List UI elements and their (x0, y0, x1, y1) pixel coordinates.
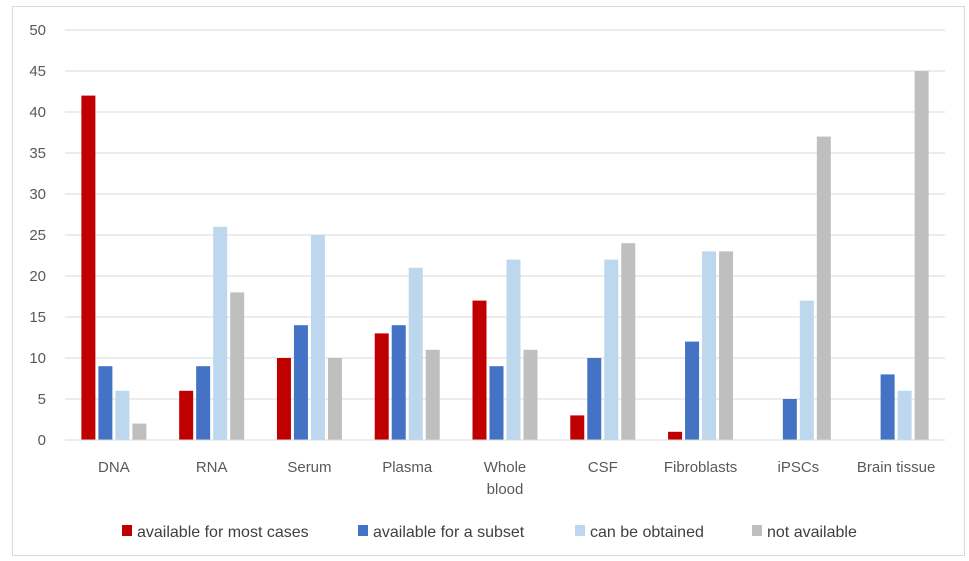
bar (570, 415, 585, 440)
x-category-label: Serum (287, 459, 331, 476)
y-tick-label: 25 (29, 227, 46, 244)
legend-swatch (358, 525, 368, 536)
y-tick-label: 40 (29, 104, 46, 121)
bar (230, 292, 245, 440)
bar (132, 423, 147, 440)
bars (81, 71, 929, 440)
legend[interactable]: available for most cases available for a … (122, 524, 857, 541)
bar (719, 251, 734, 440)
legend-label: not available (767, 524, 857, 541)
bar (506, 259, 521, 440)
legend-item[interactable]: not available (752, 524, 857, 541)
x-axis-category-labels: DNA RNA Serum Plasma Whole blood CSF Fibroblast… (98, 459, 935, 498)
y-tick-label: 10 (29, 350, 46, 367)
y-tick-label: 15 (29, 309, 46, 326)
x-category-label: Whole blood (484, 459, 527, 498)
x-category-label: RNA (196, 459, 228, 476)
bar (293, 325, 308, 440)
bar (179, 390, 194, 440)
x-category-label: Fibroblasts (664, 459, 737, 476)
bar (799, 300, 814, 440)
bar (98, 366, 113, 440)
y-tick-label: 5 (38, 391, 46, 408)
bar (196, 366, 211, 440)
bar (914, 71, 929, 440)
bar (489, 366, 504, 440)
bar (668, 431, 683, 440)
legend-item[interactable]: available for most cases (122, 524, 309, 541)
y-axis-tick-labels: 0 5 10 15 20 25 30 35 40 45 50 (29, 22, 46, 449)
x-category-label: CSF (588, 459, 618, 476)
y-tick-label: 20 (29, 268, 46, 285)
bar (425, 349, 440, 440)
legend-swatch (575, 525, 585, 536)
bar (81, 95, 96, 440)
bar (327, 358, 342, 440)
bar (621, 243, 636, 440)
bar (685, 341, 700, 440)
legend-swatch (122, 525, 132, 536)
y-tick-label: 0 (38, 432, 46, 449)
legend-label: available for most cases (137, 524, 309, 541)
y-tick-label: 45 (29, 63, 46, 80)
x-category-label: Brain tissue (857, 459, 935, 476)
chart-frame (12, 6, 965, 556)
x-category-label: DNA (98, 459, 130, 476)
y-tick-label: 50 (29, 22, 46, 39)
y-tick-label: 30 (29, 186, 46, 203)
bar (523, 349, 538, 440)
legend-item[interactable]: available for a subset (358, 524, 525, 541)
bar (604, 259, 619, 440)
y-tick-label: 35 (29, 145, 46, 162)
legend-item[interactable]: can be obtained (575, 524, 704, 541)
legend-label: can be obtained (590, 524, 704, 541)
legend-label: available for a subset (373, 524, 525, 541)
bar (408, 267, 423, 440)
bar (276, 358, 291, 440)
bar (587, 358, 602, 440)
bar (782, 399, 797, 440)
bar (374, 333, 389, 440)
bar (115, 390, 130, 440)
bar (472, 300, 487, 440)
legend-swatch (752, 525, 762, 536)
x-category-label: iPSCs (777, 459, 819, 476)
x-category-label: Plasma (382, 459, 433, 476)
bar (816, 136, 831, 440)
bar (897, 390, 912, 440)
bar (213, 226, 228, 440)
bar (880, 374, 895, 440)
bar (702, 251, 717, 440)
bar (391, 325, 406, 440)
gridlines (65, 29, 945, 400)
bar (310, 235, 325, 440)
